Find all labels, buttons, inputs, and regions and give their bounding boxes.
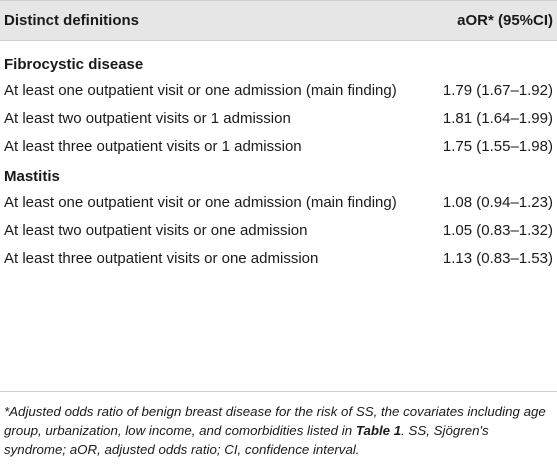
footnote-table-ref: Table 1 [355, 423, 402, 438]
header-aor: aOR* (95%CI) [430, 0, 557, 41]
footnote-text: *Adjusted odds ratio of benign breast di… [4, 404, 546, 438]
table-footnote: *Adjusted odds ratio of benign breast di… [0, 391, 557, 459]
row-definition: At least two outpatient visits or one ad… [4, 222, 308, 239]
section-row-fibrocystic: Fibrocystic disease [0, 41, 557, 78]
table-row: At least two outpatient visits or 1 admi… [0, 105, 557, 133]
table-row: At least three outpatient visits or one … [0, 245, 557, 273]
row-value: 1.08 (0.94–1.23) [442, 194, 553, 211]
footnote-text-end: . SS, Sjögren's syndrome; aOR, adjusted … [4, 423, 489, 457]
row-value: 1.75 (1.55–1.98) [442, 138, 553, 155]
row-definition: At least three outpatient visits or 1 ad… [4, 138, 302, 155]
row-definition: At least one outpatient visit or one adm… [4, 82, 397, 99]
row-definition: At least three outpatient visits or one … [4, 250, 319, 267]
row-definition: At least two outpatient visits or 1 admi… [4, 110, 291, 127]
header-definitions: Distinct definitions [0, 0, 431, 41]
row-value: 1.13 (0.83–1.53) [442, 250, 553, 267]
header-row: Distinct definitions aOR* (95%CI) [0, 0, 557, 41]
table-row: At least three outpatient visits or 1 ad… [0, 133, 557, 161]
row-value: 1.81 (1.64–1.99) [442, 110, 553, 127]
section-title: Mastitis [4, 168, 60, 185]
table-row: At least one outpatient visit or one adm… [0, 77, 557, 105]
results-table: Distinct definitions aOR* (95%CI) Fibroc… [0, 0, 557, 273]
row-value: 1.05 (0.83–1.32) [442, 222, 553, 239]
table-row: At least one outpatient visit or one adm… [0, 189, 557, 217]
section-row-mastitis: Mastitis [0, 161, 557, 189]
section-title: Fibrocystic disease [4, 56, 144, 73]
row-value: 1.79 (1.67–1.92) [442, 82, 553, 99]
row-definition: At least one outpatient visit or one adm… [4, 194, 397, 211]
table-row: At least two outpatient visits or one ad… [0, 217, 557, 245]
